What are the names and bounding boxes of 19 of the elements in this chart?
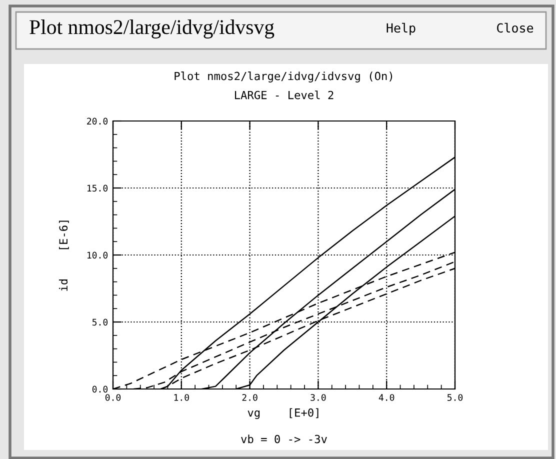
text: vb = 0 -> -3v	[241, 434, 327, 444]
y-tick-label: 10.0	[87, 252, 108, 259]
text: Plot nmos2/large/idvg/idvsvg	[30, 20, 274, 38]
y-tick-label: 20.0	[87, 118, 108, 125]
x-tick-label: 1.0	[174, 394, 189, 401]
y-tick-label: 15.0	[87, 184, 108, 192]
y-tick-label: 0.0	[92, 386, 108, 393]
y-axis-title: id [E-6]	[58, 220, 69, 291]
x-tick-label: 0.0	[105, 394, 121, 401]
y-tick-label: 5.0	[92, 318, 108, 326]
x-tick-label: 2.0	[242, 394, 258, 401]
x-axis-title: vg [E+0]	[248, 408, 318, 420]
x-tick-label: 3.0	[310, 394, 326, 401]
x-tick-label: 5.0	[447, 394, 463, 401]
chart-subtitle: LARGE - Level 2	[234, 90, 334, 100]
chart-title: Plot nmos2/large/idvg/idvsvg (On)	[174, 72, 392, 82]
x-tick-label: 4.0	[378, 394, 394, 401]
text: Close	[497, 22, 534, 33]
text: Help	[386, 22, 416, 36]
